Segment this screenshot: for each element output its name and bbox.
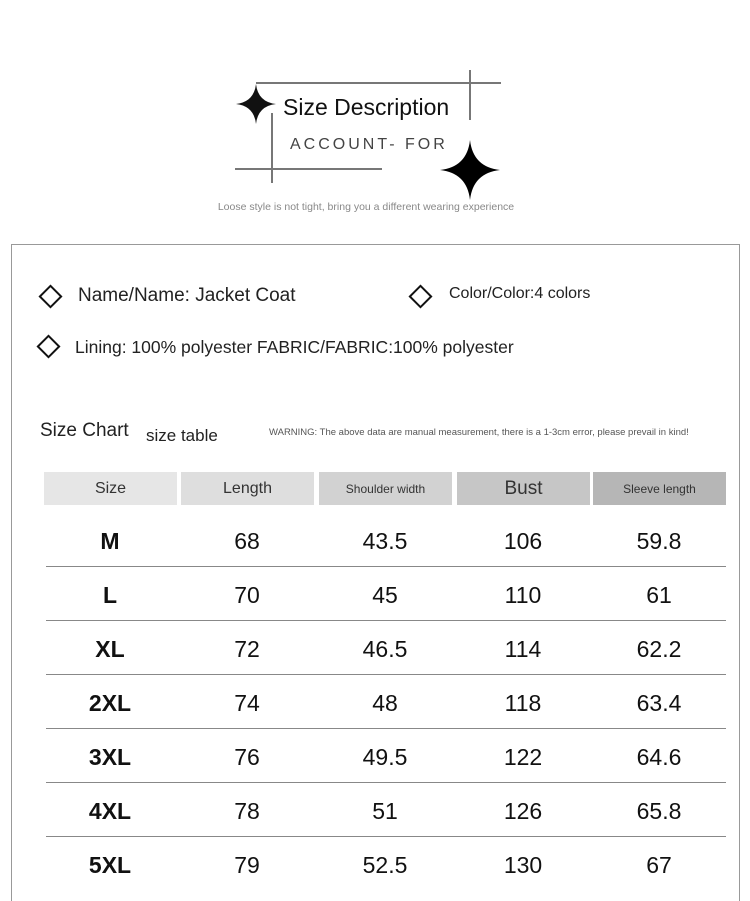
row-divider — [46, 620, 726, 621]
column-header: Sleeve length — [593, 472, 726, 505]
frame-line — [469, 70, 471, 120]
table-cell: 79 — [234, 852, 260, 878]
table-cell: 68 — [234, 528, 260, 554]
table-cell: 110 — [504, 582, 542, 608]
table-cell: 78 — [234, 798, 260, 824]
table-cell: 70 — [234, 582, 260, 608]
table-cell: 62.2 — [636, 636, 682, 662]
column-header: Size — [44, 472, 177, 505]
page-subtitle: ACCOUNT- FOR — [290, 136, 448, 153]
table-cell: M — [100, 528, 120, 554]
column-header: Shoulder width — [319, 472, 452, 505]
table-cell: 130 — [503, 852, 543, 878]
product-fabric: Lining: 100% polyester FABRIC/FABRIC:100… — [75, 337, 514, 357]
column-header: Bust — [457, 472, 590, 505]
table-cell: 76 — [234, 744, 260, 770]
sparkle-icon — [236, 84, 276, 124]
table-cell: 74 — [234, 690, 260, 716]
table-cell: 64.6 — [636, 744, 682, 770]
table-cell: 118 — [504, 690, 542, 716]
frame-line — [271, 113, 273, 183]
table-cell: 45 — [372, 582, 398, 608]
table-cell: 4XL — [88, 798, 132, 824]
table-cell: 46.5 — [362, 636, 408, 662]
row-divider — [46, 728, 726, 729]
product-name: Name/Name: Jacket Coat — [78, 285, 296, 306]
table-cell: 65.8 — [636, 798, 682, 824]
table-cell: 51 — [372, 798, 398, 824]
table-cell: 3XL — [88, 744, 132, 770]
table-cell: 5XL — [88, 852, 132, 878]
table-cell: 114 — [504, 636, 542, 662]
table-cell: 52.5 — [362, 852, 408, 878]
row-divider — [46, 836, 726, 837]
tagline: Loose style is not tight, bring you a di… — [217, 201, 515, 213]
row-divider — [46, 566, 726, 567]
table-cell: 59.8 — [636, 528, 682, 554]
table-cell: 67 — [646, 852, 672, 878]
table-cell: 126 — [503, 798, 543, 824]
frame-line — [256, 82, 501, 84]
table-cell: 61 — [646, 582, 672, 608]
size-chart-title: Size Chart — [40, 420, 129, 441]
table-cell: L — [102, 582, 118, 608]
table-cell: 49.5 — [362, 744, 408, 770]
table-cell: 122 — [503, 744, 543, 770]
row-divider — [46, 674, 726, 675]
table-cell: 106 — [503, 528, 543, 554]
table-cell: XL — [95, 636, 125, 662]
page-title: Size Description — [283, 94, 450, 120]
row-divider — [46, 782, 726, 783]
table-cell: 72 — [234, 636, 260, 662]
table-cell: 43.5 — [362, 528, 408, 554]
frame-line — [235, 168, 382, 170]
measurement-warning: WARNING: The above data are manual measu… — [269, 427, 689, 438]
product-color: Color/Color:4 colors — [449, 285, 591, 302]
table-cell: 2XL — [88, 690, 132, 716]
sparkle-icon — [440, 140, 500, 200]
size-info-box — [11, 244, 740, 901]
size-chart-subtitle: size table — [146, 426, 218, 445]
column-header: Length — [181, 472, 314, 505]
table-cell: 48 — [372, 690, 398, 716]
table-cell: 63.4 — [636, 690, 682, 716]
